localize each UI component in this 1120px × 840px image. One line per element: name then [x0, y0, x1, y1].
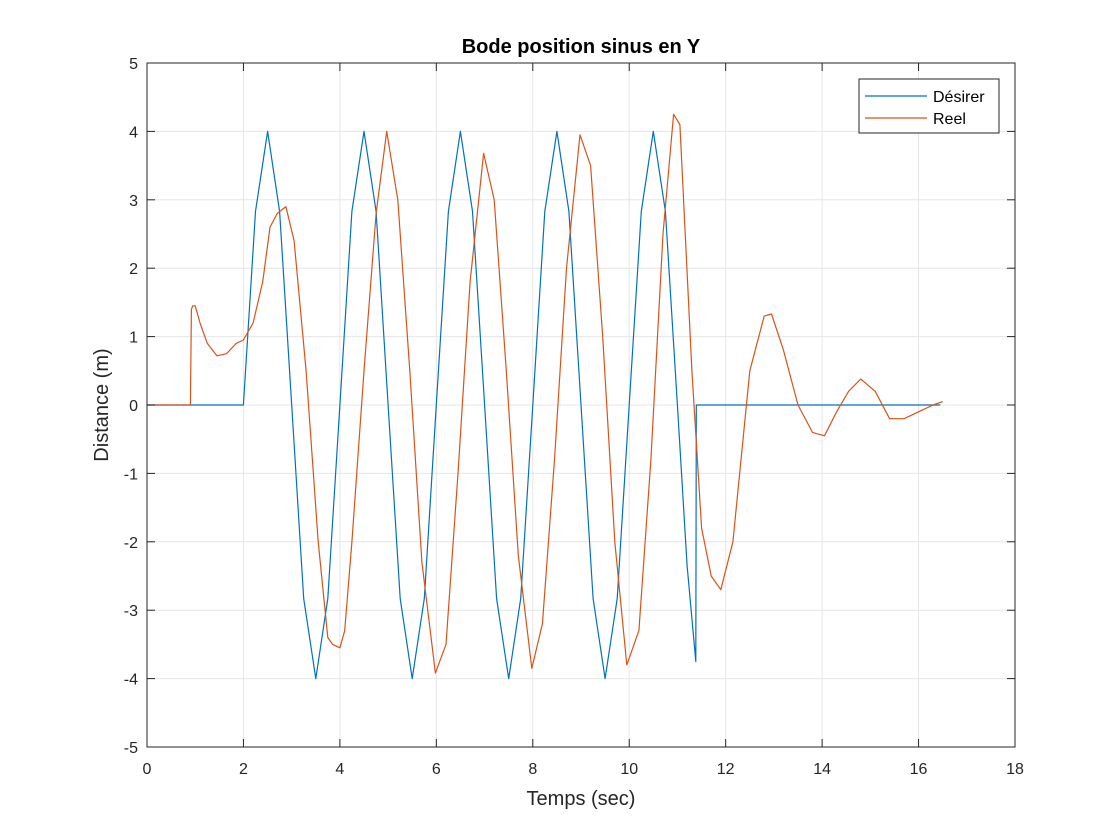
legend: Désirer Reel	[858, 78, 1000, 134]
x-tick-label: 16	[910, 761, 928, 778]
legend-box	[858, 78, 1000, 134]
y-tick-label: 5	[129, 56, 138, 73]
legend-label-desirer: Désirer	[933, 89, 985, 106]
x-tick-label: 2	[239, 761, 248, 778]
y-tick-label: 3	[129, 193, 138, 210]
x-tick-label: 8	[528, 761, 537, 778]
y-tick-labels: -5 -4 -3 -2 -1 0 1 2 3 4 5	[124, 56, 138, 757]
x-tick-label: 0	[143, 761, 152, 778]
x-tick-label: 14	[813, 761, 831, 778]
x-tick-label: 10	[620, 761, 638, 778]
x-tick-label: 4	[335, 761, 344, 778]
legend-label-reel: Reel	[933, 111, 966, 128]
y-tick-label: -5	[124, 740, 138, 757]
x-tick-labels: 0 2 4 6 8 10 12 14 16 18	[143, 761, 1024, 778]
ticks	[146, 62, 1016, 748]
series-layer	[147, 113, 943, 680]
y-tick-label: 1	[129, 330, 138, 347]
series-line-desirer	[147, 130, 941, 680]
y-tick-label: -3	[124, 603, 138, 620]
x-tick-label: 12	[717, 761, 735, 778]
x-tick-label: 18	[1006, 761, 1024, 778]
y-axis-label: Distance (m)	[91, 348, 113, 461]
y-tick-label: 2	[129, 261, 138, 278]
x-tick-label: 6	[432, 761, 441, 778]
y-tick-label: -2	[124, 535, 138, 552]
chart-title: Bode position sinus en Y	[462, 36, 701, 58]
y-tick-label: -1	[124, 466, 138, 483]
y-tick-label: 4	[129, 124, 138, 141]
x-axis-label: Temps (sec)	[527, 788, 636, 810]
y-tick-label: -4	[124, 672, 138, 689]
series-line-reel	[147, 113, 943, 674]
y-tick-label: 0	[129, 398, 138, 415]
